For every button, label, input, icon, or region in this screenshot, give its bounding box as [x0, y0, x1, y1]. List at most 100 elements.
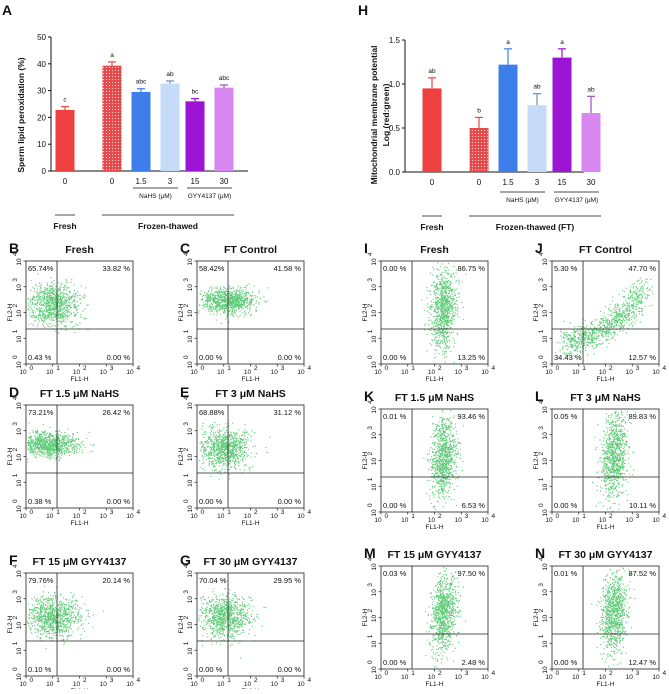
scatter-point: [66, 604, 67, 605]
scatter-point: [38, 453, 39, 454]
scatter-point: [222, 292, 223, 293]
scatter-point: [59, 617, 60, 618]
scatter-point: [51, 286, 52, 287]
scatter-point: [52, 320, 53, 321]
scatter-point: [33, 448, 34, 449]
scatter-point: [201, 450, 202, 451]
fresh-label: Fresh: [420, 222, 443, 232]
scatter-point: [41, 300, 42, 301]
scatter-point: [231, 314, 232, 315]
scatter-point: [52, 607, 53, 608]
scatter-point: [62, 439, 63, 440]
scatter-point: [241, 290, 242, 291]
x-tick-exponent: 2: [83, 677, 87, 684]
scatter-point: [235, 458, 236, 459]
scatter-point: [55, 455, 56, 456]
scatter-point: [208, 297, 209, 298]
scatter-point: [53, 317, 54, 318]
scatter-point: [58, 324, 59, 325]
quadrant-ur: 41.58 %: [273, 264, 301, 273]
scatter-point: [66, 297, 67, 298]
scatter-point: [232, 311, 233, 312]
scatter-point: [74, 315, 75, 316]
scatter-point: [53, 444, 54, 445]
x-tick-label: 10: [244, 369, 252, 376]
scatter-point: [29, 612, 30, 613]
scatter-point: [209, 287, 210, 288]
scatter-point: [30, 621, 31, 622]
scatter-point: [254, 285, 255, 286]
scatter-point: [203, 308, 204, 309]
scatter-point: [221, 455, 222, 456]
scatter-point: [41, 436, 42, 437]
scatter-point: [68, 629, 69, 630]
scatter-point: [28, 305, 29, 306]
scatter-point: [35, 312, 36, 313]
scatter-point: [40, 608, 41, 609]
scatter-point: [211, 452, 212, 453]
scatter-point: [242, 305, 243, 306]
scatter-point: [52, 623, 53, 624]
scatter-point: [216, 438, 217, 439]
scatter-point: [234, 303, 235, 304]
scatter-point: [60, 593, 61, 594]
scatter-point: [59, 430, 60, 431]
scatter-point: [216, 444, 217, 445]
scatter-point: [50, 455, 51, 456]
scatter-point: [46, 619, 47, 620]
scatter-point: [47, 315, 48, 316]
scatter-point: [69, 304, 70, 305]
scatter-point: [64, 447, 65, 448]
scatter-point: [246, 302, 247, 303]
scatter-point: [84, 318, 85, 319]
scatter-point: [236, 455, 237, 456]
scatter-point: [46, 598, 47, 599]
scatter-point: [53, 610, 54, 611]
scatter-point: [65, 287, 66, 288]
scatter-point: [212, 447, 213, 448]
scatter-point: [72, 608, 73, 609]
scatter-point: [74, 284, 75, 285]
scatter-point: [45, 308, 46, 309]
scatter-point: [48, 608, 49, 609]
scatter-point: [255, 297, 256, 298]
scatter-point: [213, 630, 214, 631]
scatter-point: [244, 429, 245, 430]
scatter-point: [230, 432, 231, 433]
scatter-point: [64, 450, 65, 451]
scatter-point: [217, 431, 218, 432]
scatter-point: [88, 623, 89, 624]
scatter-point: [30, 290, 31, 291]
scatter-point: [224, 471, 225, 472]
scatter-point: [219, 305, 220, 306]
scatter-point: [52, 601, 53, 602]
scatter-point: [74, 306, 75, 307]
scatter-point: [225, 609, 226, 610]
scatter-point: [226, 300, 227, 301]
scatter-point: [45, 635, 46, 636]
scatter-point: [207, 455, 208, 456]
scatter-point: [31, 300, 32, 301]
scatter-point: [43, 305, 44, 306]
scatter-point: [258, 292, 259, 293]
scatter-point: [74, 441, 75, 442]
x-tick-exponent: 3: [281, 365, 285, 372]
scatter-point: [51, 619, 52, 620]
scatter-point: [201, 441, 202, 442]
y-tick-label: 50: [37, 33, 46, 42]
scatter-point: [46, 305, 47, 306]
scatter-point: [242, 460, 243, 461]
scatter-point: [52, 291, 53, 292]
scatter-point: [71, 628, 72, 629]
scatter-point: [234, 437, 235, 438]
scatter-point: [76, 293, 77, 294]
scatter-point: [49, 285, 50, 286]
x-tick-label: 15: [191, 177, 200, 186]
scatter-point: [38, 439, 39, 440]
scatter-point: [46, 311, 47, 312]
scatter-point: [49, 633, 50, 634]
x-tick-label: 10: [46, 513, 54, 520]
scatter-point: [53, 298, 54, 299]
scatter-point: [220, 470, 221, 471]
scatter-point: [200, 293, 201, 294]
